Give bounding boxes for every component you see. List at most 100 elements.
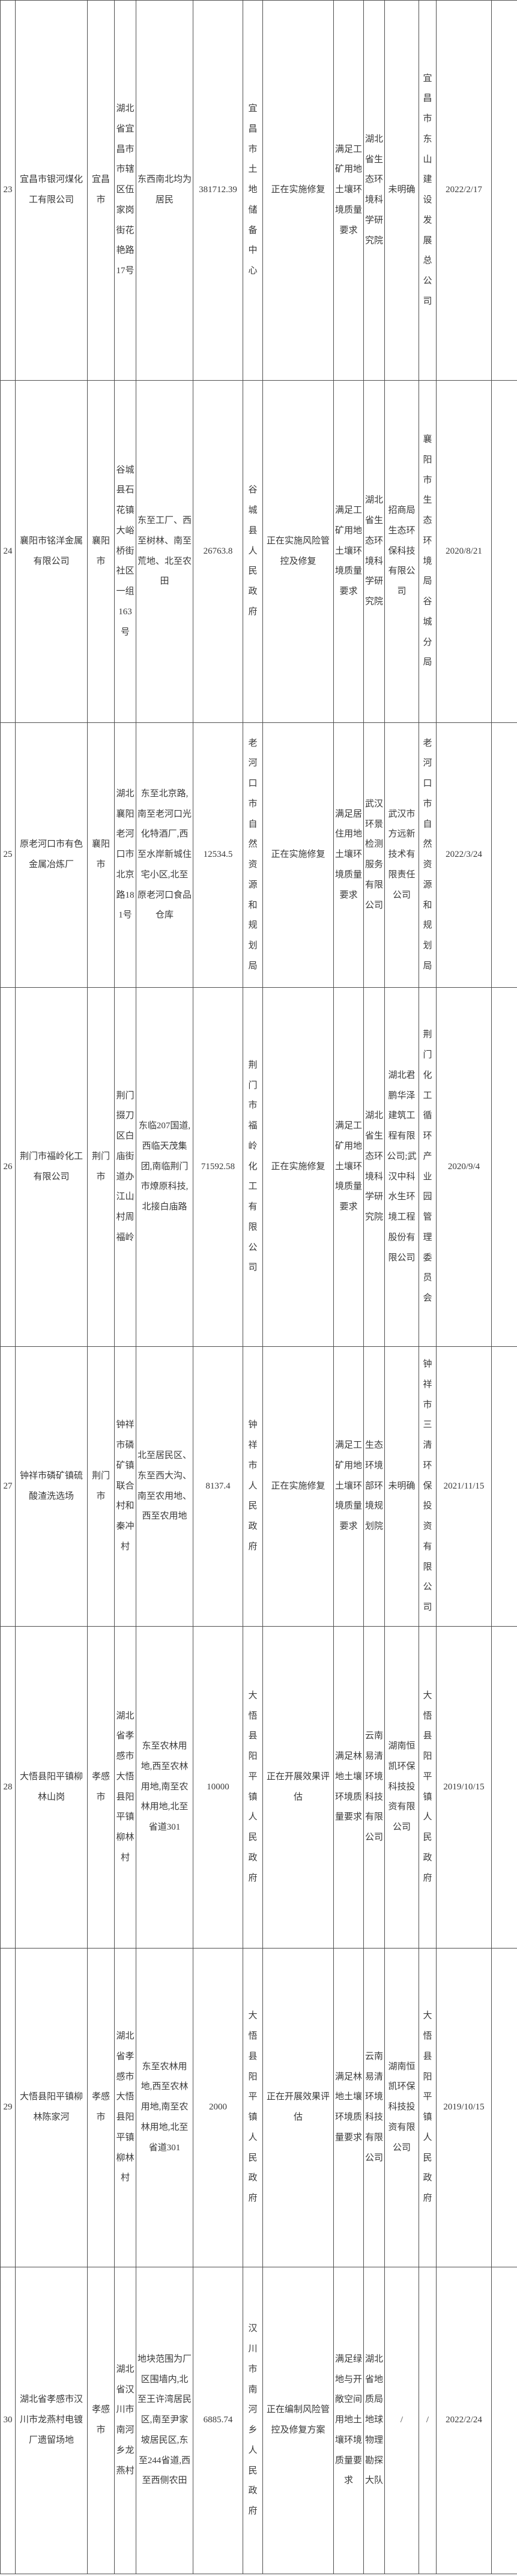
block-name-cell: 大悟县阳平镇柳林陈家河 — [15, 1948, 88, 2267]
remediation-unit-cell: 湖北君鹏华泽建筑工程有限公司;武汉中科水生环境工程股份有限公司 — [384, 987, 419, 1347]
target-cell: 满足林地土壤环境质量要求 — [333, 1948, 364, 2267]
list-date-cell: 2019/10/15 — [436, 1626, 492, 1949]
investigation-unit-cell: 云南易清环境科技有限公司 — [363, 1626, 385, 1949]
remark-cell — [491, 0, 517, 381]
remark-cell — [491, 1626, 517, 1949]
table-row: 24 襄阳市铭洋金属有限公司 襄阳市 谷城县石花镇大峪桥街社区一组163号 东至… — [0, 380, 517, 723]
remark-cell — [491, 1948, 517, 2267]
status-cell: 正在实施修复 — [262, 1346, 334, 1627]
city-cell: 荆门市 — [87, 987, 115, 1347]
remediation-unit-cell: 湖南恒凯环保科技投资有限公司 — [384, 1626, 419, 1949]
area-cell: 71592.58 — [193, 987, 243, 1347]
status-cell: 正在开展效果评估 — [262, 1626, 334, 1949]
status-cell: 正在实施风险管控及修复 — [262, 380, 334, 723]
table-row: 26 荆门市福岭化工有限公司 荆门市 荆门掇刀区白庙街道办江山村周福岭 东临20… — [0, 987, 517, 1347]
boundary-cell: 东临207国道,西临天茂集团,南临荆门市燎原科技,北接白庙路 — [136, 987, 193, 1347]
land-holder-cell: 宜昌市土地储备中心 — [243, 0, 263, 381]
serial-cell: 30 — [0, 2267, 16, 2574]
target-cell: 满足工矿用地土壤环境质量要求 — [333, 380, 364, 723]
supervision-unit-cell: 襄阳市生态环境局谷城分局 — [419, 380, 437, 723]
block-name-cell: 原老河口市有色金属冶炼厂 — [15, 722, 88, 988]
city-cell: 荆门市 — [87, 1346, 115, 1627]
table-row: 25 原老河口市有色金属冶炼厂 襄阳市 湖北襄阳老河口市北京路181号 东至北京… — [0, 722, 517, 988]
land-holder-cell: 大悟县阳平镇人民政府 — [243, 1948, 263, 2267]
supervision-unit-cell: 钟祥市三清环保投资有限公司 — [419, 1346, 437, 1627]
investigation-unit-cell: 生态环境部环境规划院 — [363, 1346, 385, 1627]
supervision-unit-cell: 大悟县阳平镇人民政府 — [419, 1948, 437, 2267]
city-cell: 襄阳市 — [87, 380, 115, 723]
boundary-cell: 东至北京路,南至老河口光化特酒厂,西至水岸新城住宅小区,北至原老河口食品仓库 — [136, 722, 193, 988]
table-row: 29 大悟县阳平镇柳林陈家河 孝感市 湖北省孝感市大悟县阳平镇柳林村 东至农林用… — [0, 1948, 517, 2267]
status-cell: 正在编制风险管控及修复方案 — [262, 2267, 334, 2574]
list-date-cell: 2020/8/21 — [436, 380, 492, 723]
city-cell: 孝感市 — [87, 2267, 115, 2574]
status-cell: 正在开展效果评估 — [262, 1948, 334, 2267]
address-cell: 湖北襄阳老河口市北京路181号 — [114, 722, 136, 988]
area-cell: 6885.74 — [193, 2267, 243, 2574]
block-name-cell: 襄阳市铭洋金属有限公司 — [15, 380, 88, 723]
table-row: 23 宜昌市银河煤化工有限公司 宜昌市 湖北省宜昌市市辖区伍家岗街花艳路17号 … — [0, 0, 517, 381]
area-cell: 381712.39 — [193, 0, 243, 381]
address-cell: 钟祥市磷矿镇联合村和秦冲村 — [114, 1346, 136, 1627]
city-cell: 孝感市 — [87, 1626, 115, 1949]
address-cell: 湖北省汉川市南河乡龙燕村 — [114, 2267, 136, 2574]
list-date-cell: 2022/2/24 — [436, 2267, 492, 2574]
investigation-unit-cell: 湖北省生态环境科学研究院 — [363, 0, 385, 381]
target-cell: 满足绿地与开敞空间用地土壤环境质量要求 — [333, 2267, 364, 2574]
serial-cell: 23 — [0, 0, 16, 381]
investigation-unit-cell: 武汉环景检测服务有限公司 — [363, 722, 385, 988]
land-holder-cell: 钟祥市人民政府 — [243, 1346, 263, 1627]
address-cell: 湖北省孝感市大悟县阳平镇柳林村 — [114, 1626, 136, 1949]
status-cell: 正在实施修复 — [262, 0, 334, 381]
remark-cell — [491, 2267, 517, 2574]
list-date-cell: 2022/3/24 — [436, 722, 492, 988]
address-cell: 荆门掇刀区白庙街道办江山村周福岭 — [114, 987, 136, 1347]
investigation-unit-cell: 湖北省地质局地球物理勘探大队 — [363, 2267, 385, 2574]
target-cell: 满足工矿用地土壤环境质量要求 — [333, 1346, 364, 1627]
boundary-cell: 东至工厂、西至树林、南至荒地、北至农田 — [136, 380, 193, 723]
area-cell: 2000 — [193, 1948, 243, 2267]
remediation-unit-cell: 未明确 — [384, 1346, 419, 1627]
land-holder-cell: 老河口市自然资源和规划局 — [243, 722, 263, 988]
block-name-cell: 湖北省孝感市汉川市龙燕村电镀厂遗留场地 — [15, 2267, 88, 2574]
boundary-cell: 东至农林用地,西至农林用地,南至农林用地,北至省道301 — [136, 1626, 193, 1949]
block-name-cell: 宜昌市银河煤化工有限公司 — [15, 0, 88, 381]
list-date-cell: 2020/9/4 — [436, 987, 492, 1347]
status-cell: 正在实施修复 — [262, 722, 334, 988]
table-row: 28 大悟县阳平镇柳林山岗 孝感市 湖北省孝感市大悟县阳平镇柳林村 东至农林用地… — [0, 1626, 517, 1949]
investigation-unit-cell: 云南易清环境科技有限公司 — [363, 1948, 385, 2267]
address-cell: 湖北省宜昌市市辖区伍家岗街花艳路17号 — [114, 0, 136, 381]
serial-cell: 29 — [0, 1948, 16, 2267]
remediation-unit-cell: 湖南恒凯环保科技投资有限公司 — [384, 1948, 419, 2267]
land-holder-cell: 谷城县人民政府 — [243, 380, 263, 723]
remark-cell — [491, 1346, 517, 1627]
list-date-cell: 2021/11/15 — [436, 1346, 492, 1627]
address-cell: 湖北省孝感市大悟县阳平镇柳林村 — [114, 1948, 136, 2267]
supervision-unit-cell: 大悟县阳平镇人民政府 — [419, 1626, 437, 1949]
land-holder-cell: 荆门市福岭化工有限公司 — [243, 987, 263, 1347]
boundary-cell: 东西南北均为居民 — [136, 0, 193, 381]
remediation-unit-cell: 未明确 — [384, 0, 419, 381]
area-cell: 12534.5 — [193, 722, 243, 988]
investigation-unit-cell: 湖北省生态环境科学研究院 — [363, 380, 385, 723]
boundary-cell: 地块范围为厂区围墙内,北至王许湾居民区,南至尹家坡居民区,东至244省道,西至西… — [136, 2267, 193, 2574]
target-cell: 满足工矿用地土壤环境质量要求 — [333, 0, 364, 381]
remediation-unit-cell: 武汉市方远新技术有限责任公司 — [384, 722, 419, 988]
boundary-cell: 东至农林用地,西至农林用地,南至农林用地,北至省道301 — [136, 1948, 193, 2267]
remark-cell — [491, 987, 517, 1347]
status-cell: 正在实施修复 — [262, 987, 334, 1347]
remark-cell — [491, 380, 517, 723]
serial-cell: 27 — [0, 1346, 16, 1627]
address-cell: 谷城县石花镇大峪桥街社区一组163号 — [114, 380, 136, 723]
city-cell: 襄阳市 — [87, 722, 115, 988]
land-holder-cell: 汉川市南河乡人民政府 — [243, 2267, 263, 2574]
serial-cell: 26 — [0, 987, 16, 1347]
serial-cell: 25 — [0, 722, 16, 988]
target-cell: 满足居住用地土壤环境质量要求 — [333, 722, 364, 988]
remark-cell — [491, 722, 517, 988]
investigation-unit-cell: 湖北省生态环境科学研究院 — [363, 987, 385, 1347]
list-date-cell: 2022/2/17 — [436, 0, 492, 381]
area-cell: 10000 — [193, 1626, 243, 1949]
